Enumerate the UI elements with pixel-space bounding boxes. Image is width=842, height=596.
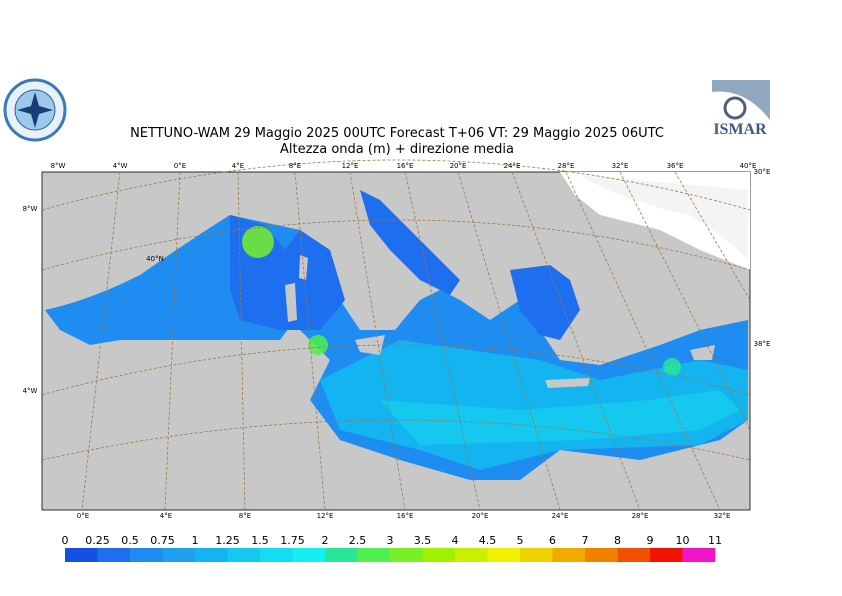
legend-swatch [65,548,98,562]
bottom-label: 0°E [77,512,89,520]
legend-label: 9 [647,534,654,547]
legend-swatch [97,548,131,562]
legend-swatch [260,548,293,562]
top-label: 32°E [612,162,629,170]
legend-swatch [292,548,326,562]
legend-swatch [325,548,358,562]
legend-label: 1.5 [251,534,269,547]
logo-text: ISMAR [713,121,767,138]
legend-label: 2.5 [349,534,367,547]
legend-swatch [130,548,163,562]
bottom-label: 12°E [317,512,334,520]
legend-label: 6 [549,534,556,547]
subtitle: Altezza onda (m) + direzione media [280,142,514,157]
bottom-label: 4°E [160,512,172,520]
legend-label: 7 [582,534,589,547]
bottom-label: 16°E [397,512,414,520]
top-label: 8°W [51,162,66,170]
bottom-label: 28°E [632,512,649,520]
top-label: 12°E [342,162,359,170]
legend-swatch [422,548,456,562]
right-label: 38°E [754,340,771,348]
top-label: 4°W [113,162,128,170]
top-label: 20°E [450,162,467,170]
legend-swatch [520,548,553,562]
legend-label: 0 [62,534,69,547]
legend-label: 1 [192,534,199,547]
left-label: 8°W [23,205,38,213]
legend-swatch [617,548,651,562]
legend-label: 3 [387,534,394,547]
map [41,159,751,511]
legend-swatch [487,548,521,562]
legend-swatch [455,548,488,562]
legend-label: 2 [322,534,329,547]
bottom-label: 24°E [552,512,569,520]
top-label: 40°E [740,162,757,170]
top-label: 24°E [504,162,521,170]
right-label: 30°E [754,168,771,176]
legend-label: 10 [676,534,690,547]
legend-label: 11 [708,534,722,547]
legend-swatch [195,548,228,562]
left-label: 40°N [146,255,164,263]
top-label: 0°E [174,162,186,170]
title: NETTUNO-WAM 29 Maggio 2025 00UTC Forecas… [130,126,664,141]
legend-label: 1.75 [280,534,305,547]
legend-swatch [682,548,716,562]
legend-label: 4.5 [479,534,497,547]
bottom-label: 20°E [472,512,489,520]
top-label: 16°E [397,162,414,170]
legend-label: 0.75 [150,534,175,547]
legend-label: 1.25 [215,534,240,547]
top-label: 8°E [289,162,301,170]
legend-label: 8 [614,534,621,547]
legend-swatch [552,548,586,562]
legend-label: 0.5 [121,534,139,547]
legend-swatch [227,548,261,562]
legend: 0 0.25 0.5 0.75 1 1.25 1.5 1.75 2 2.5 3 3.5 4 4.5 5 6 7 8… [62,534,722,562]
legend-swatch [650,548,683,562]
bottom-label: 8°E [239,512,251,520]
legend-swatch [585,548,618,562]
legend-swatch [357,548,391,562]
legend-label: 5 [517,534,524,547]
legend-label: 4 [452,534,459,547]
legend-label: 3.5 [414,534,432,547]
logo-left [3,78,67,142]
top-label: 36°E [667,162,684,170]
logo-right: ISMAR [710,78,770,140]
bottom-label: 32°E [714,512,731,520]
legend-swatch [390,548,423,562]
legend-label: 0.25 [85,534,110,547]
legend-swatch [162,548,196,562]
left-label: 4°W [23,387,38,395]
top-label: 4°E [232,162,244,170]
top-label: 28°E [558,162,575,170]
